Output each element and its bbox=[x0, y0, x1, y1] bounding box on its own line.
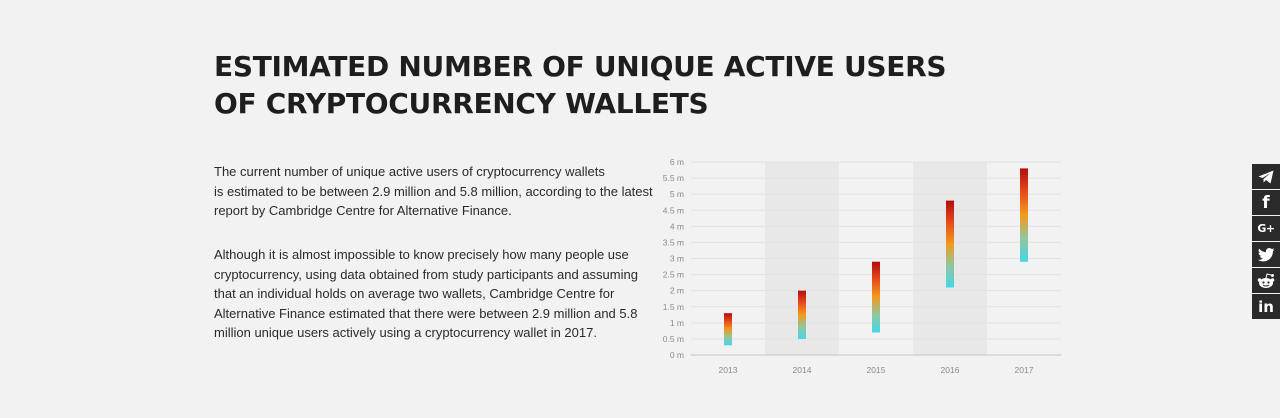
x-tick-label: 2016 bbox=[941, 365, 960, 375]
y-axis-ticks: 0 m 0.5 m 1 m 1.5 m 2 m 2.5 m 3 m 3.5 m 4 m 4.5 m… bbox=[663, 157, 684, 360]
title-line-2: OF CRYPTOCURRENCY WALLETS bbox=[214, 87, 709, 120]
intro-line: is estimated to be between 2.9 million a… bbox=[214, 183, 653, 199]
range-bar-2016 bbox=[946, 200, 954, 288]
reddit-icon[interactable] bbox=[1252, 268, 1280, 293]
detail-line: cryptocurrency, using data obtained from… bbox=[214, 266, 638, 282]
y-tick-label: 0 m bbox=[670, 350, 684, 360]
range-bar-2015 bbox=[872, 261, 880, 333]
range-bar-2017 bbox=[1020, 168, 1028, 262]
wallet-users-chart: 0 m 0.5 m 1 m 1.5 m 2 m 2.5 m 3 m 3.5 m 4 m 4.5 m… bbox=[663, 157, 1061, 375]
intro-paragraph: The current number of unique active user… bbox=[214, 162, 653, 221]
facebook-icon[interactable]: f bbox=[1252, 190, 1280, 215]
y-tick-label: 4 m bbox=[670, 221, 684, 231]
google-plus-icon[interactable]: G+ bbox=[1252, 216, 1280, 241]
title-line-1: ESTIMATED NUMBER OF UNIQUE ACTIVE USERS bbox=[214, 50, 947, 83]
chart-gridlines bbox=[691, 161, 1061, 356]
x-tick-label: 2015 bbox=[867, 365, 886, 375]
x-tick-label: 2014 bbox=[793, 365, 812, 375]
y-tick-label: 3.5 m bbox=[663, 237, 684, 247]
y-tick-label: 0.5 m bbox=[663, 334, 684, 344]
intro-line: report by Cambridge Centre for Alternati… bbox=[214, 203, 512, 218]
x-tick-label: 2017 bbox=[1015, 365, 1034, 375]
y-tick-label: 1.5 m bbox=[663, 302, 684, 312]
y-tick-label: 3 m bbox=[670, 254, 684, 264]
y-tick-label: 2.5 m bbox=[663, 270, 684, 280]
y-tick-label: 6 m bbox=[670, 157, 684, 167]
x-tick-label: 2013 bbox=[719, 365, 738, 375]
detail-line: Alternative Finance estimated that there… bbox=[214, 305, 638, 321]
page-title: ESTIMATED NUMBER OF UNIQUE ACTIVE USERS … bbox=[214, 48, 947, 122]
range-bar-2013 bbox=[724, 313, 732, 346]
y-tick-label: 5.5 m bbox=[663, 173, 684, 183]
linkedin-label: in bbox=[1258, 297, 1274, 316]
y-tick-label: 1 m bbox=[670, 318, 684, 328]
facebook-label: f bbox=[1262, 192, 1270, 213]
y-tick-label: 2 m bbox=[670, 286, 684, 296]
detail-paragraph: Although it is almost impossible to know… bbox=[214, 245, 644, 343]
google-plus-label: G+ bbox=[1257, 222, 1275, 235]
y-tick-label: 4.5 m bbox=[663, 205, 684, 215]
share-bar: f G+ in bbox=[1252, 164, 1280, 320]
x-axis-ticks: 2013 2014 2015 2016 2017 bbox=[719, 365, 1034, 375]
intro-line: The current number of unique active user… bbox=[214, 164, 605, 179]
linkedin-icon[interactable]: in bbox=[1252, 294, 1280, 319]
telegram-icon[interactable] bbox=[1252, 164, 1280, 189]
y-tick-label: 5 m bbox=[670, 189, 684, 199]
detail-line: that an individual holds on average two … bbox=[214, 286, 615, 301]
twitter-icon[interactable] bbox=[1252, 242, 1280, 267]
detail-line: million unique users actively using a cr… bbox=[214, 325, 597, 340]
detail-line: Although it is almost impossible to know… bbox=[214, 247, 629, 262]
chart-bars bbox=[724, 168, 1028, 346]
range-bar-2014 bbox=[798, 290, 806, 339]
